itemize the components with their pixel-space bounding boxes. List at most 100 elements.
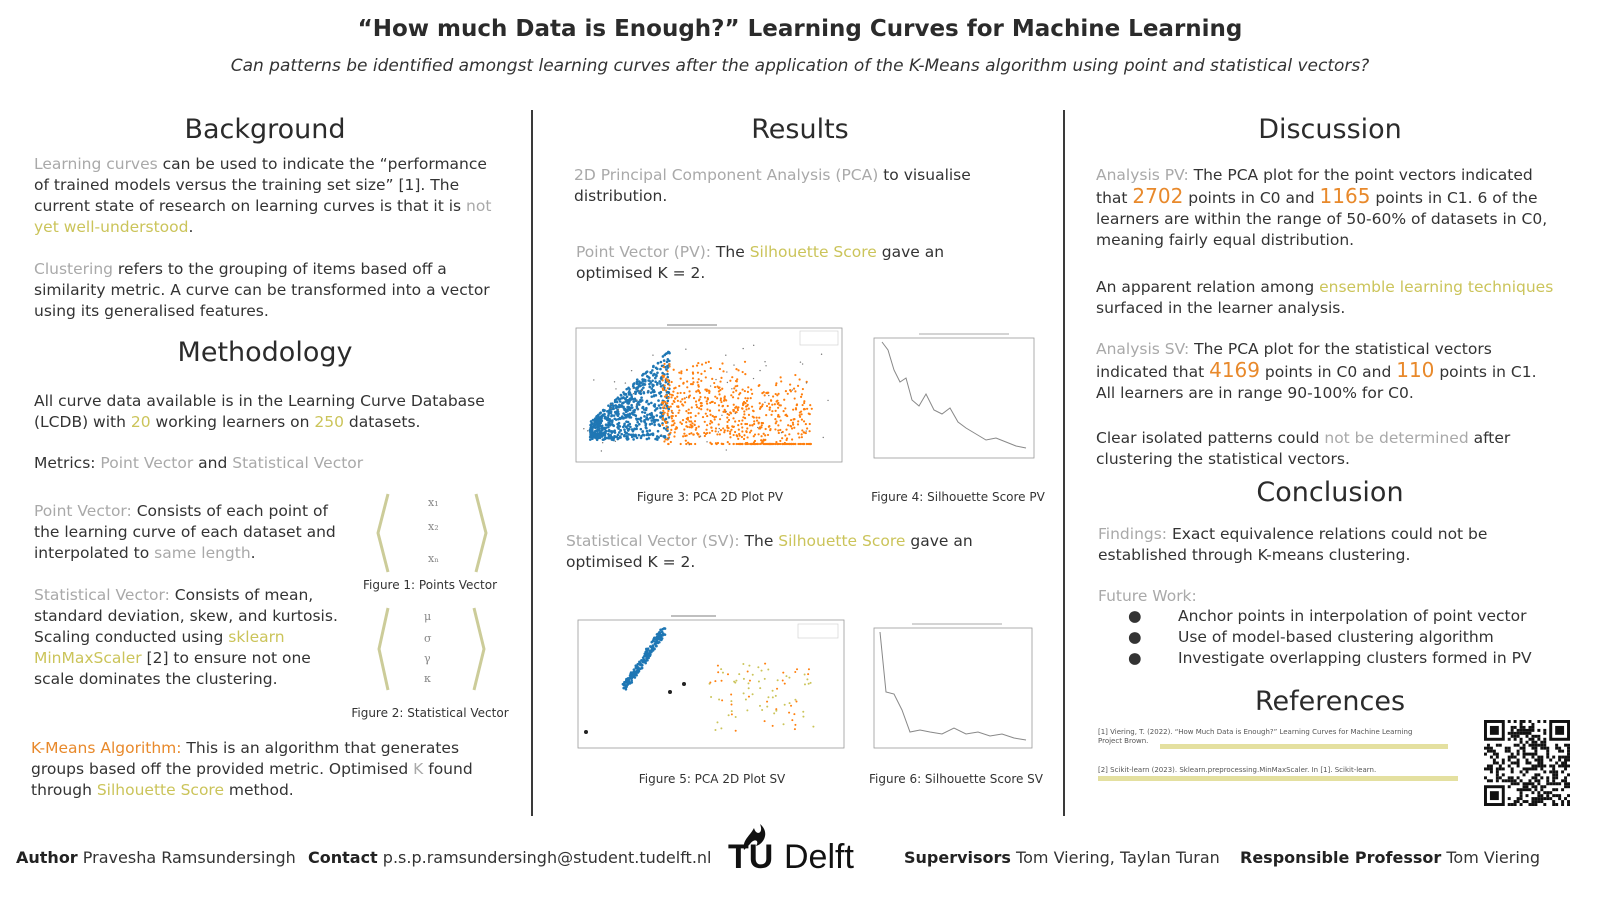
- scatter-point: [703, 420, 706, 423]
- reference-2-link[interactable]: [1098, 776, 1458, 781]
- scatter-point: [606, 416, 610, 420]
- scatter-point: [775, 420, 778, 423]
- scatter-point: [584, 730, 588, 734]
- scatter-point: [614, 440, 617, 443]
- scatter-point: [638, 660, 641, 664]
- results-paragraph-1: 2D Principal Component Analysis (PCA) to…: [574, 166, 971, 205]
- scatter-point: [683, 401, 687, 404]
- figure-6-caption: Figure 6: Silhouette Score SV: [868, 772, 1044, 786]
- scatter-point: [670, 396, 673, 399]
- scatter-point: [671, 394, 674, 397]
- qr-module: [1531, 743, 1535, 747]
- scatter-point: [713, 401, 717, 405]
- scatter-point: [607, 432, 610, 436]
- scatter-point: [661, 416, 665, 420]
- scatter-point: [774, 409, 777, 413]
- qr-module: [1534, 779, 1538, 783]
- scatter-point: [630, 393, 633, 397]
- qr-module: [1519, 794, 1523, 798]
- qr-module: [1564, 779, 1568, 783]
- qr-module: [1540, 767, 1544, 771]
- qr-code[interactable]: [1484, 720, 1570, 806]
- scatter-point: [675, 426, 679, 429]
- scatter-point: [622, 405, 625, 409]
- scatter-point: [614, 435, 617, 438]
- scatter-point: [757, 433, 760, 436]
- scatter-point: [698, 391, 702, 395]
- scatter-point: [750, 429, 753, 432]
- scatter-point: [758, 426, 762, 429]
- scatter-point: [637, 433, 641, 437]
- scatter-point: [706, 424, 709, 427]
- qr-module: [1513, 731, 1517, 735]
- scatter-point: [776, 402, 779, 406]
- scatter-point: [775, 708, 778, 711]
- scatter-point: [598, 436, 602, 440]
- scatter-point: [639, 392, 643, 396]
- scatter-point: [761, 403, 764, 406]
- scatter-point: [672, 368, 675, 371]
- scatter-point: [765, 365, 767, 367]
- scatter-point: [777, 424, 780, 427]
- scatter-point: [638, 422, 641, 426]
- qr-module: [1489, 764, 1493, 768]
- scatter-point: [801, 429, 804, 432]
- qr-module: [1495, 761, 1499, 765]
- scatter-point: [622, 396, 625, 400]
- qr-module: [1540, 776, 1544, 780]
- future-work-item: ●: [1128, 649, 1142, 667]
- scatter-point: [645, 652, 648, 655]
- scatter-point: [718, 393, 721, 396]
- scatter-point: [776, 679, 779, 682]
- qr-module: [1522, 746, 1526, 750]
- scatter-point: [731, 376, 734, 379]
- scatter-point: [732, 403, 735, 406]
- scatter-point: [658, 637, 662, 641]
- qr-module: [1567, 773, 1570, 777]
- scatter-point: [590, 428, 594, 431]
- scatter-point: [720, 727, 723, 730]
- contact-email[interactable]: p.s.p.ramsundersingh@student.tudelft.nl: [382, 848, 712, 867]
- scatter-point: [784, 389, 788, 393]
- scatter-point: [788, 676, 791, 679]
- reference-1-link[interactable]: [1160, 744, 1448, 749]
- scatter-point: [771, 410, 774, 413]
- future-work-item: ●: [1128, 628, 1142, 646]
- qr-module: [1567, 749, 1570, 753]
- scatter-point: [791, 719, 794, 722]
- scatter-point: [706, 397, 709, 400]
- scatter-point: [625, 387, 628, 391]
- scatter-point: [786, 392, 789, 395]
- scatter-point: [726, 404, 729, 408]
- scatter-point: [763, 442, 766, 446]
- scatter-point: [728, 442, 731, 446]
- qr-module: [1549, 764, 1553, 768]
- scatter-point: [682, 435, 685, 438]
- qr-module: [1531, 734, 1535, 738]
- scatter-point: [617, 398, 621, 401]
- scatter-point: [762, 391, 765, 394]
- scatter-point: [741, 442, 744, 446]
- scatter-point: [697, 378, 700, 381]
- reference-2: [2] Scikit-learn (2023). Sklearn.preproc…: [1098, 766, 1377, 774]
- scatter-point: [794, 442, 797, 446]
- scatter-point: [800, 436, 803, 439]
- scatter-point: [651, 379, 654, 383]
- scatter-point: [735, 679, 738, 682]
- qr-module: [1501, 767, 1505, 771]
- scatter-point: [746, 390, 750, 393]
- qr-module: [1510, 782, 1514, 786]
- qr-module: [1531, 782, 1535, 786]
- scatter-point: [607, 435, 611, 439]
- scatter-point: [744, 372, 747, 376]
- scatter-point: [699, 435, 702, 437]
- pca-plot-pv: [575, 324, 843, 463]
- scatter-point: [666, 372, 669, 376]
- scatter-point: [615, 400, 619, 404]
- scatter-point: [599, 430, 602, 433]
- qr-module: [1525, 728, 1529, 732]
- scatter-point: [717, 671, 720, 674]
- scatter-point: [694, 428, 697, 431]
- background-paragraph-2: Clustering refers to the grouping of ite…: [34, 260, 490, 320]
- scatter-point: [636, 420, 639, 424]
